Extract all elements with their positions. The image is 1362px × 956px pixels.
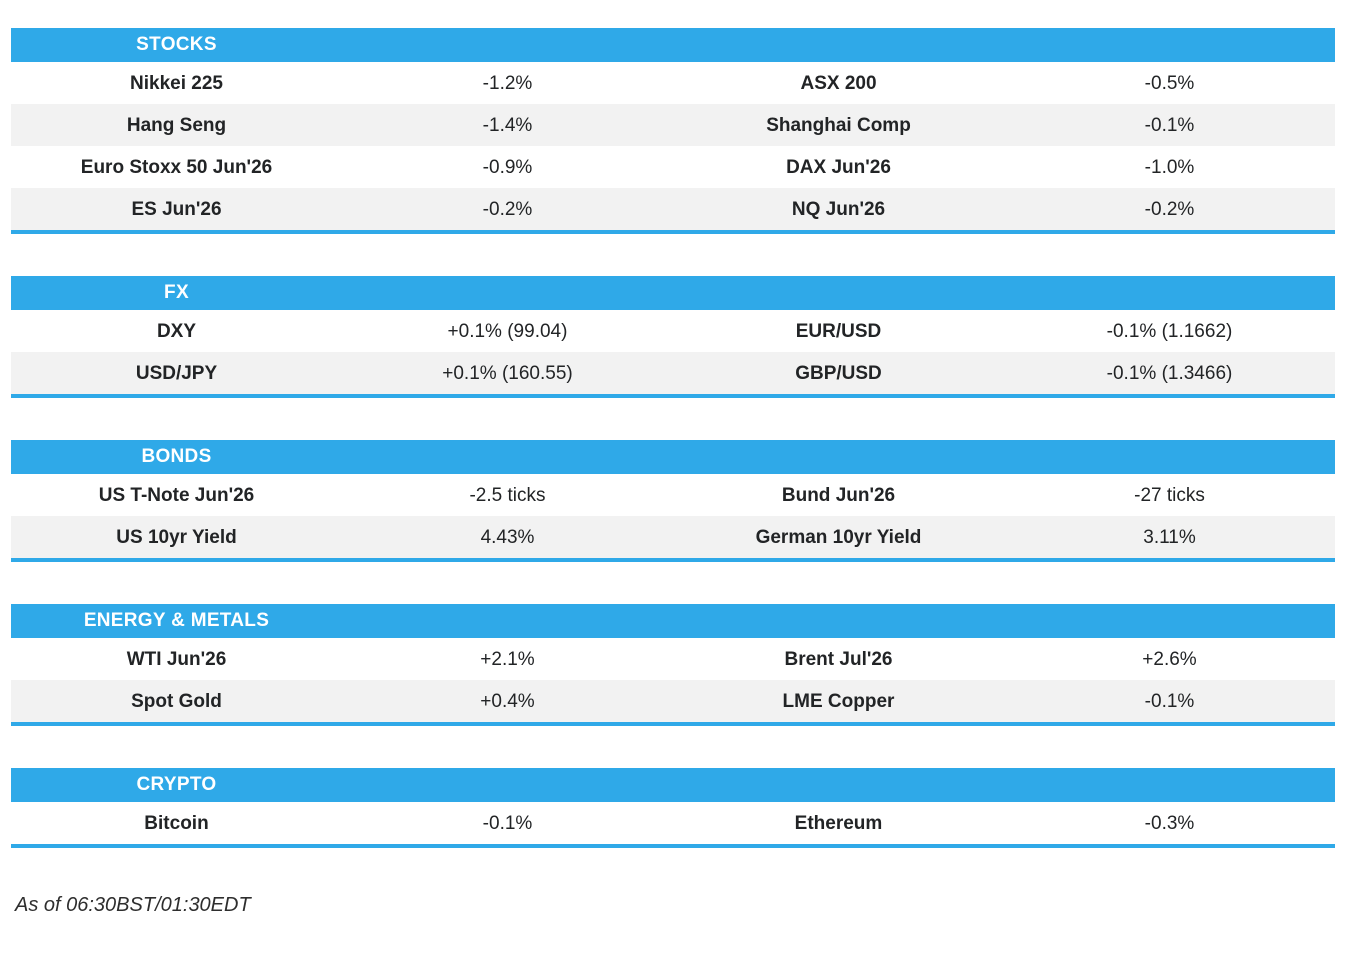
instrument-change: -0.1% (1.3466) (1106, 362, 1233, 384)
table-row: Spot Gold +0.4% LME Copper -0.1% (11, 680, 1335, 722)
instrument-name: US T-Note Jun'26 (98, 484, 255, 506)
instrument-change: 3.11% (1143, 526, 1196, 548)
section-energy-metals: ENERGY & METALS WTI Jun'26 +2.1% Brent J… (11, 604, 1335, 726)
section-header-crypto: CRYPTO (11, 768, 1335, 802)
table-row: Euro Stoxx 50 Jun'26 -0.9% DAX Jun'26 -1… (11, 146, 1335, 188)
instrument-name: Ethereum (794, 812, 883, 834)
section-title: FX (164, 282, 189, 303)
instrument-name: Brent Jul'26 (784, 648, 893, 670)
instrument-change: -0.2% (482, 198, 533, 220)
section-header-energy-metals: ENERGY & METALS (11, 604, 1335, 638)
instrument-change: -0.1% (1.1662) (1106, 320, 1233, 342)
instrument-name: Euro Stoxx 50 Jun'26 (80, 156, 273, 178)
instrument-name: DAX Jun'26 (786, 156, 891, 178)
instrument-change: +0.1% (99.04) (447, 320, 568, 342)
instrument-change: -0.1% (482, 812, 533, 834)
instrument-name: Bund Jun'26 (781, 484, 896, 506)
table-row: US T-Note Jun'26 -2.5 ticks Bund Jun'26 … (11, 474, 1335, 516)
section-header-stocks: STOCKS (11, 28, 1335, 62)
instrument-change: -0.1% (1144, 690, 1195, 712)
table-row: US 10yr Yield 4.43% German 10yr Yield 3.… (11, 516, 1335, 558)
instrument-change: +0.1% (160.55) (442, 362, 573, 384)
instrument-change: -1.0% (1144, 156, 1195, 178)
section-rows: Bitcoin -0.1% Ethereum -0.3% (11, 802, 1335, 844)
table-row: Bitcoin -0.1% Ethereum -0.3% (11, 802, 1335, 844)
instrument-name: US 10yr Yield (116, 526, 237, 548)
instrument-name: USD/JPY (135, 362, 218, 384)
instrument-change: -2.5 ticks (469, 484, 546, 506)
section-title: STOCKS (136, 34, 217, 55)
instrument-change: +0.4% (480, 690, 535, 712)
instrument-name: Spot Gold (131, 690, 222, 712)
instrument-change: -0.5% (1144, 72, 1195, 94)
instrument-name: ES Jun'26 (131, 198, 222, 220)
instrument-change: -0.9% (482, 156, 533, 178)
section-title: ENERGY & METALS (83, 610, 270, 631)
instrument-name: LME Copper (782, 690, 895, 712)
instrument-change: -27 ticks (1134, 484, 1205, 506)
instrument-change: +2.6% (1142, 648, 1197, 670)
instrument-change: -1.2% (482, 72, 533, 94)
section-rows: US T-Note Jun'26 -2.5 ticks Bund Jun'26 … (11, 474, 1335, 558)
instrument-change: -0.2% (1144, 198, 1195, 220)
section-stocks: STOCKS Nikkei 225 -1.2% ASX 200 -0.5% Ha… (11, 28, 1335, 234)
table-row: USD/JPY +0.1% (160.55) GBP/USD -0.1% (1.… (11, 352, 1335, 394)
table-row: WTI Jun'26 +2.1% Brent Jul'26 +2.6% (11, 638, 1335, 680)
instrument-name: NQ Jun'26 (791, 198, 886, 220)
table-row: Hang Seng -1.4% Shanghai Comp -0.1% (11, 104, 1335, 146)
section-header-bonds: BONDS (11, 440, 1335, 474)
as-of-timestamp: As of 06:30BST/01:30EDT (15, 894, 251, 916)
market-summary-table: STOCKS Nikkei 225 -1.2% ASX 200 -0.5% Ha… (11, 28, 1335, 848)
instrument-name: GBP/USD (795, 362, 882, 384)
instrument-change: -1.4% (482, 114, 533, 136)
instrument-change: -0.3% (1144, 812, 1195, 834)
instrument-name: ASX 200 (800, 72, 877, 94)
instrument-name: German 10yr Yield (755, 526, 922, 548)
table-row: DXY +0.1% (99.04) EUR/USD -0.1% (1.1662) (11, 310, 1335, 352)
table-row: Nikkei 225 -1.2% ASX 200 -0.5% (11, 62, 1335, 104)
instrument-name: Shanghai Comp (766, 114, 911, 136)
section-crypto: CRYPTO Bitcoin -0.1% Ethereum -0.3% (11, 768, 1335, 848)
instrument-change: -0.1% (1144, 114, 1195, 136)
section-rows: WTI Jun'26 +2.1% Brent Jul'26 +2.6% Spot… (11, 638, 1335, 722)
instrument-change: +2.1% (480, 648, 535, 670)
section-rows: Nikkei 225 -1.2% ASX 200 -0.5% Hang Seng… (11, 62, 1335, 230)
section-header-fx: FX (11, 276, 1335, 310)
instrument-name: Hang Seng (126, 114, 227, 136)
instrument-name: Nikkei 225 (130, 72, 223, 94)
instrument-change: 4.43% (480, 526, 535, 548)
section-bonds: BONDS US T-Note Jun'26 -2.5 ticks Bund J… (11, 440, 1335, 562)
instrument-name: WTI Jun'26 (126, 648, 227, 670)
table-row: ES Jun'26 -0.2% NQ Jun'26 -0.2% (11, 188, 1335, 230)
section-title: BONDS (141, 446, 212, 467)
section-fx: FX DXY +0.1% (99.04) EUR/USD -0.1% (1.16… (11, 276, 1335, 398)
instrument-name: Bitcoin (144, 812, 209, 834)
section-rows: DXY +0.1% (99.04) EUR/USD -0.1% (1.1662)… (11, 310, 1335, 394)
section-title: CRYPTO (136, 774, 217, 795)
instrument-name: DXY (156, 320, 197, 342)
instrument-name: EUR/USD (795, 320, 882, 342)
